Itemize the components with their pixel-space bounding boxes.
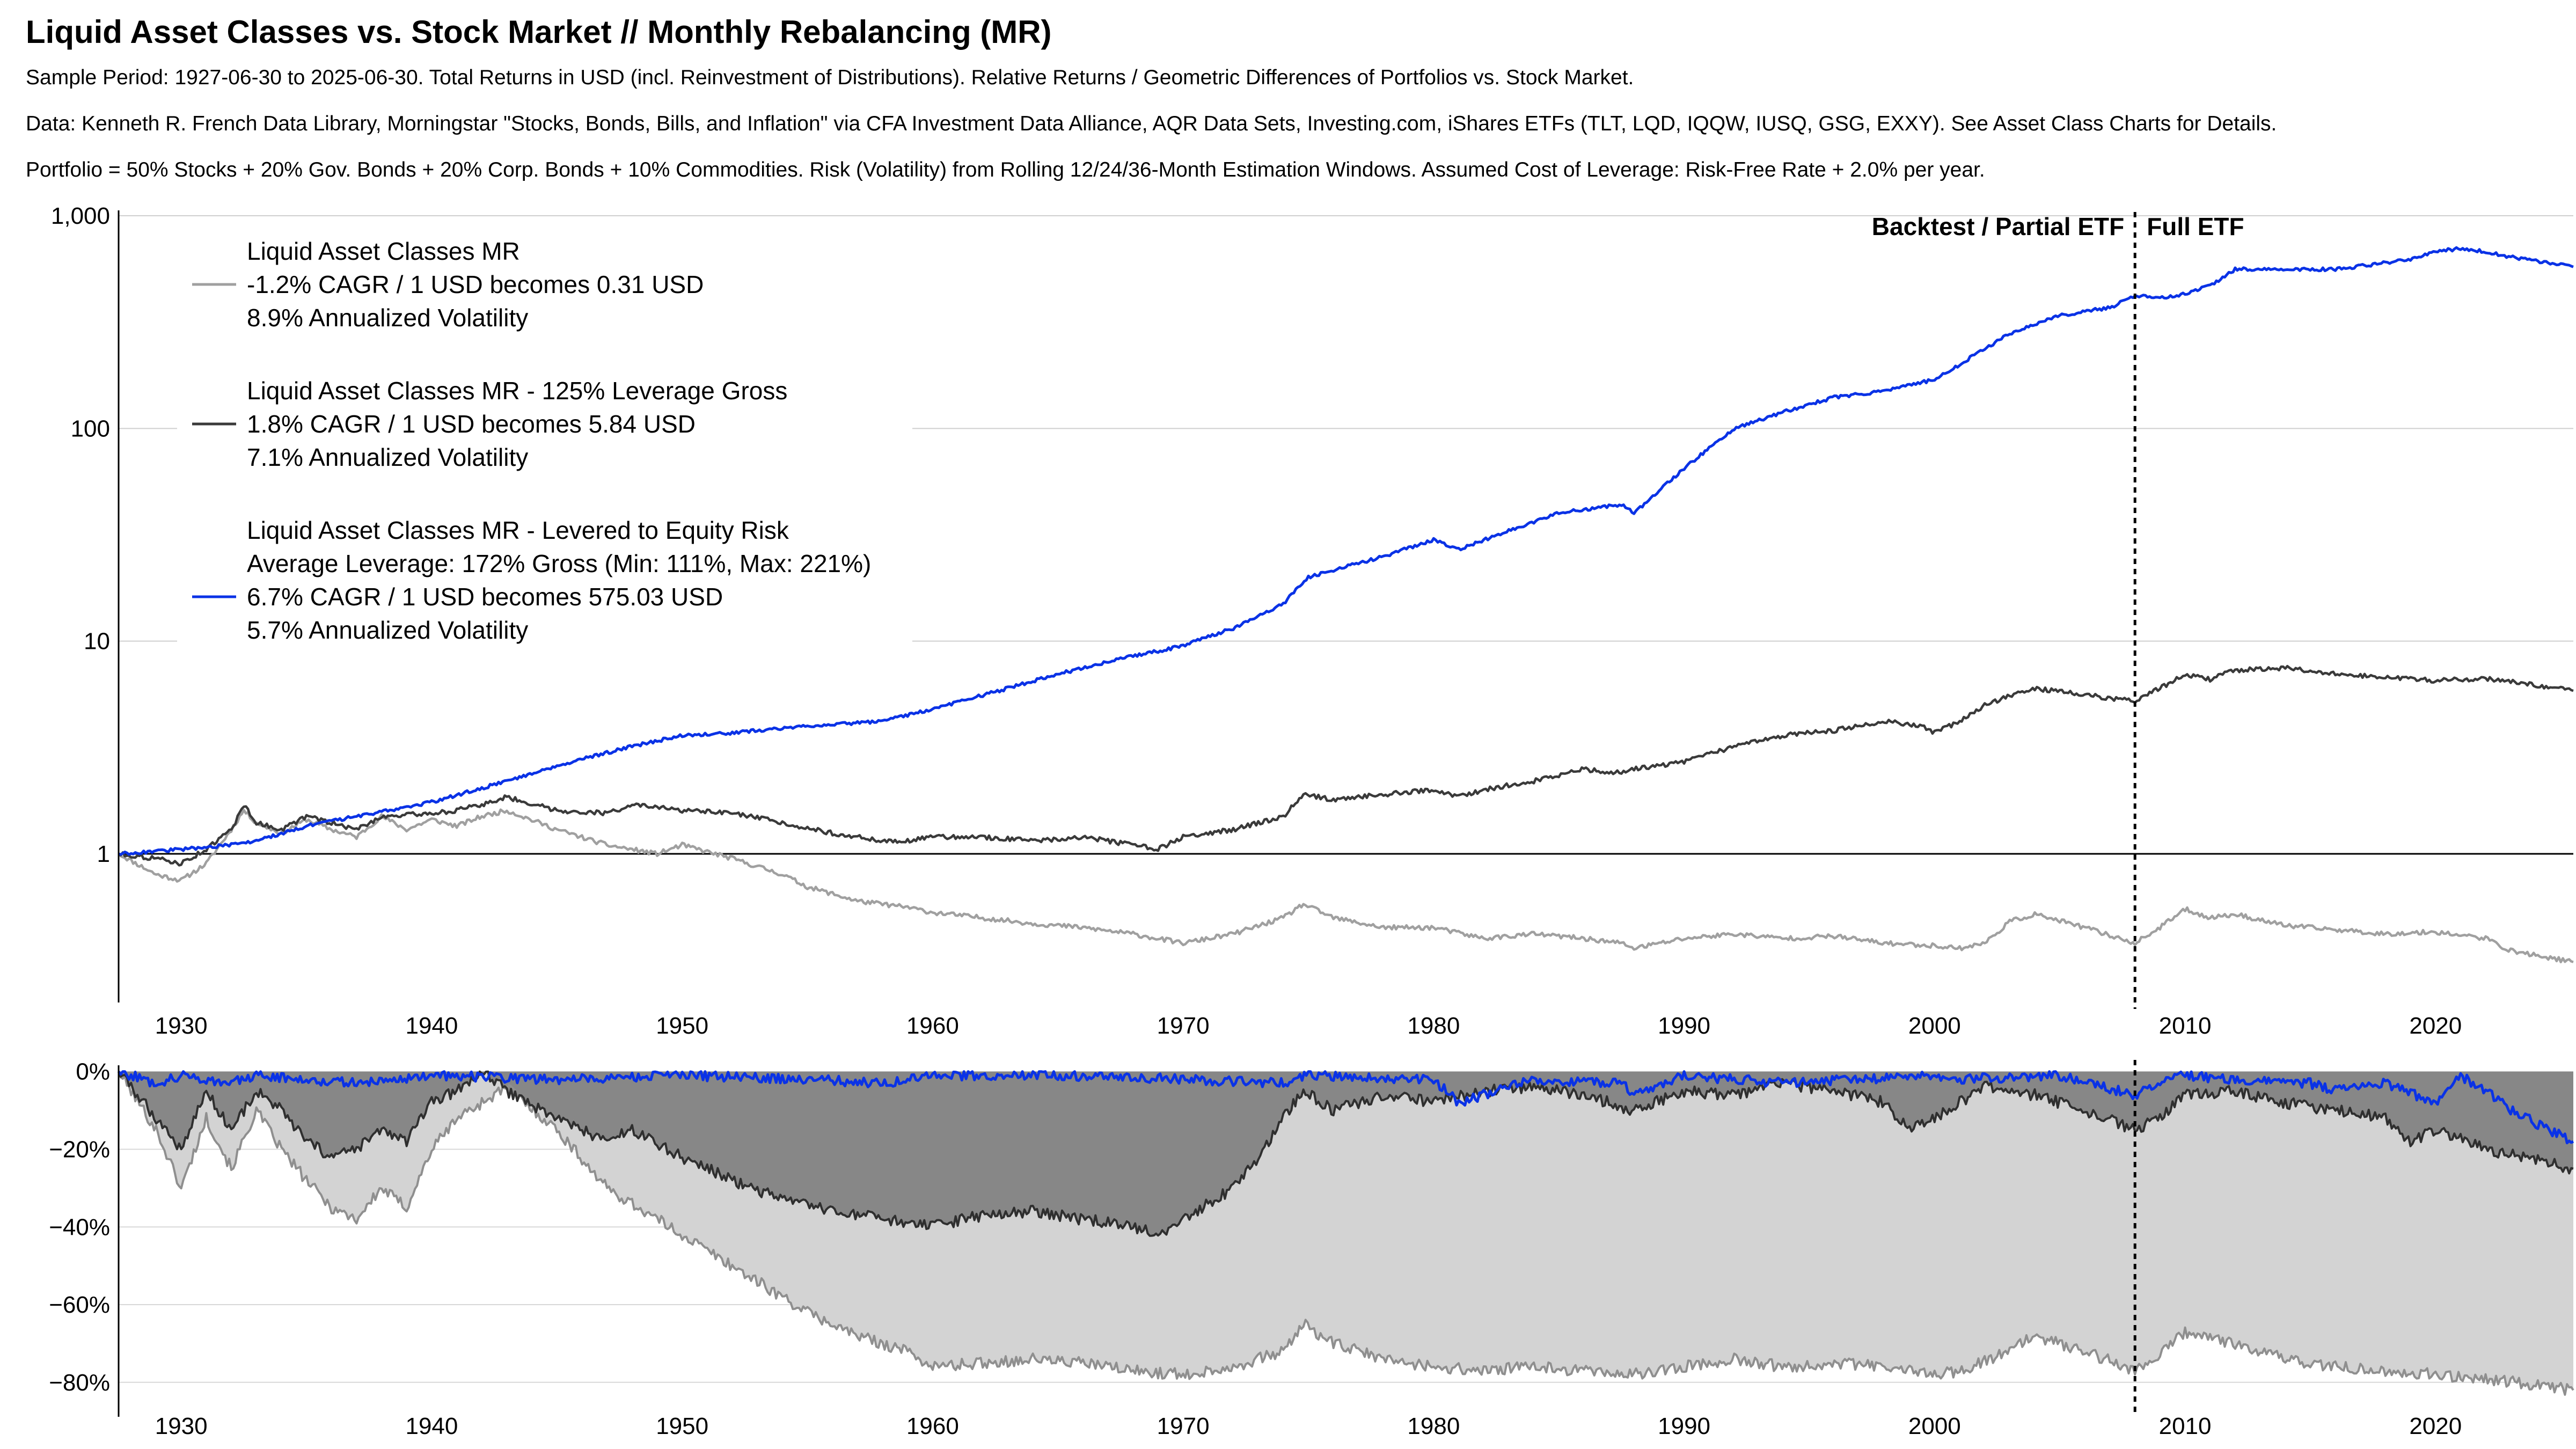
backtest-label: Backtest / Partial ETF [1872, 213, 2124, 240]
drawdown-levered-equity-risk-line [118, 1070, 2574, 1145]
top-y-tick-label: 1 [97, 841, 110, 867]
bottom-y-tick-label: −80% [49, 1370, 110, 1396]
bottom-y-tick-label: −20% [49, 1136, 110, 1162]
drawdown-unlevered-fill [119, 1071, 2573, 1395]
bottom-y-tick-label: 0% [76, 1059, 110, 1085]
line-levered-equity-risk [118, 246, 2574, 856]
legend-entry-2-line-1: Liquid Asset Classes MR - 125% Leverage … [247, 377, 787, 405]
chart-title: Liquid Asset Classes vs. Stock Market //… [26, 14, 1052, 50]
legend-entry-2-line-3: 7.1% Annualized Volatility [247, 443, 528, 471]
top-x-tick-label: 1990 [1658, 1013, 1710, 1039]
legend: Liquid Asset Classes MR -1.2% CAGR / 1 US… [177, 228, 912, 657]
full-etf-label: Full ETF [2147, 213, 2244, 240]
legend-entry-3-line-2: Average Leverage: 172% Gross (Min: 111%,… [247, 550, 871, 577]
legend-background [177, 228, 912, 657]
subtitle-line-2: Data: Kenneth R. French Data Library, Mo… [26, 112, 2277, 135]
axes: 1 10 100 1,000 1930 1940 1950 1960 1970 1980 1990 2… [49, 203, 2462, 1439]
drawdown-areas [119, 1071, 2573, 1395]
top-x-tick-label: 2000 [1908, 1013, 1961, 1039]
top-x-tick-label: 1940 [405, 1013, 458, 1039]
top-y-tick-label: 1,000 [51, 203, 110, 229]
legend-entry-1-line-1: Liquid Asset Classes MR [247, 237, 520, 265]
bottom-x-tick-label: 2020 [2409, 1413, 2462, 1439]
top-y-tick-label: 10 [84, 628, 110, 655]
subtitle-line-3: Portfolio = 50% Stocks + 20% Gov. Bonds … [26, 158, 1985, 181]
bottom-x-tick-label: 1950 [656, 1413, 708, 1439]
bottom-x-tick-label: 1980 [1407, 1413, 1460, 1439]
line-125-leverage [118, 664, 2574, 867]
top-x-tick-label: 1930 [155, 1013, 208, 1039]
top-x-tick-label: 1960 [906, 1013, 959, 1039]
legend-entry-2-line-2: 1.8% CAGR / 1 USD becomes 5.84 USD [247, 410, 696, 438]
legend-entry-1-line-3: 8.9% Annualized Volatility [247, 304, 528, 332]
legend-entry-1-line-2: -1.2% CAGR / 1 USD becomes 0.31 USD [247, 270, 704, 298]
top-x-tick-label: 1950 [656, 1013, 708, 1039]
top-y-tick-label: 100 [71, 415, 110, 442]
legend-entry-3-line-3: 6.7% CAGR / 1 USD becomes 575.03 USD [247, 583, 723, 611]
bottom-y-tick-label: −60% [49, 1292, 110, 1318]
drawdown-lines [118, 1070, 2574, 1396]
chart-header: Liquid Asset Classes vs. Stock Market //… [26, 10, 2548, 193]
top-x-tick-label: 2020 [2409, 1013, 2462, 1039]
legend-entry-3-line-4: 5.7% Annualized Volatility [247, 616, 528, 644]
bottom-x-tick-label: 2000 [1908, 1413, 1961, 1439]
top-x-tick-label: 1970 [1157, 1013, 1210, 1039]
bottom-x-tick-label: 1970 [1157, 1413, 1210, 1439]
legend-entry-3-line-1: Liquid Asset Classes MR - Levered to Equ… [247, 516, 789, 544]
drawdown-125-leverage-line [118, 1070, 2574, 1237]
top-x-tick-label: 1980 [1407, 1013, 1460, 1039]
bottom-x-tick-label: 1960 [906, 1413, 959, 1439]
bottom-x-tick-label: 1990 [1658, 1413, 1710, 1439]
performance-lines [118, 246, 2574, 963]
bottom-y-tick-label: −40% [49, 1214, 110, 1240]
bottom-x-tick-label: 1930 [155, 1413, 208, 1439]
bottom-x-tick-label: 2010 [2159, 1413, 2212, 1439]
drawdown-125-leverage-fill [119, 1071, 2573, 1236]
bottom-x-tick-label: 1940 [405, 1413, 458, 1439]
line-unlevered [118, 808, 2574, 963]
top-x-tick-label: 2010 [2159, 1013, 2212, 1039]
subtitle-line-1: Sample Period: 1927-06-30 to 2025-06-30.… [26, 66, 1634, 89]
annotations: Backtest / Partial ETF Full ETF [1872, 212, 2244, 1417]
